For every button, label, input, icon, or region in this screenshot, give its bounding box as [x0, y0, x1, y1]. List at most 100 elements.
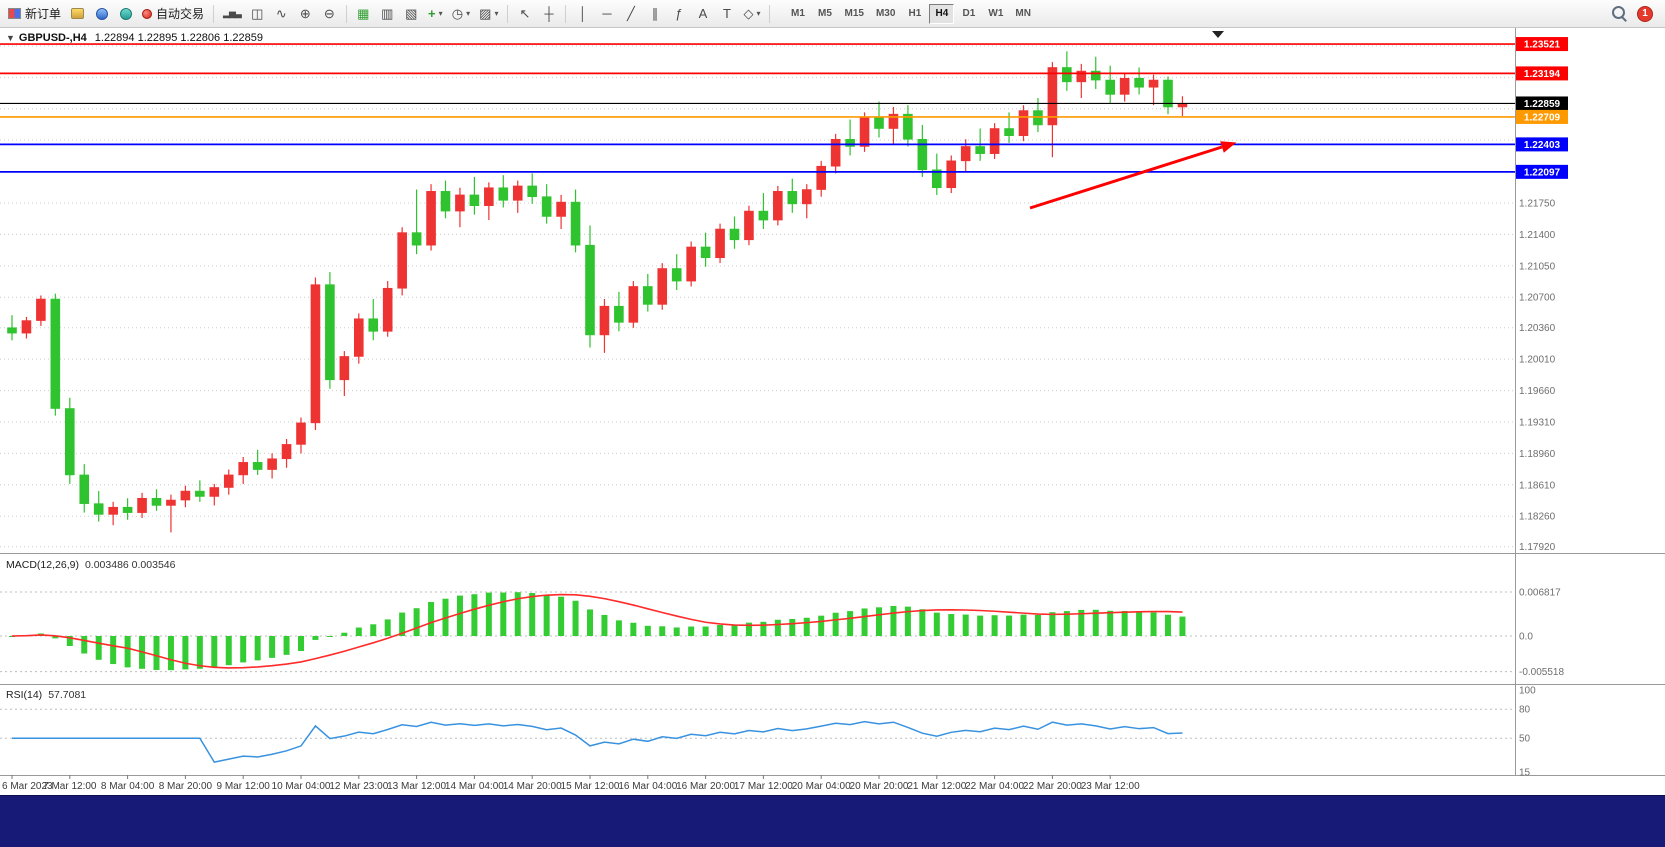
candlestick-chart-button[interactable]: ◫ — [246, 2, 269, 26]
text-label-icon: T — [722, 6, 731, 21]
line-chart-button[interactable]: ∿ — [270, 2, 293, 26]
svg-text:12 Mar 23:00: 12 Mar 23:00 — [329, 781, 388, 792]
horizontal-line-button[interactable]: ─ — [595, 2, 618, 26]
vertical-line-icon: │ — [578, 6, 588, 21]
indicators-button[interactable]: + ▾ — [424, 2, 447, 26]
text-label-button[interactable]: T — [715, 2, 738, 26]
text-tool-button[interactable]: A — [691, 2, 714, 26]
vertical-line-button[interactable]: │ — [571, 2, 594, 26]
toolbar-separator — [769, 4, 771, 23]
price-level-label — [1516, 109, 1568, 124]
svg-text:14 Mar 04:00: 14 Mar 04:00 — [445, 781, 504, 792]
zoom-out-button[interactable]: ⊖ — [318, 2, 341, 26]
price-level-label — [1516, 164, 1568, 179]
timeframe-m5[interactable]: M5 — [812, 4, 837, 24]
svg-text:1.22403: 1.22403 — [1524, 140, 1561, 151]
price-level-label — [1516, 137, 1568, 152]
svg-text:16 Mar 20:00: 16 Mar 20:00 — [676, 781, 735, 792]
line-chart-icon: ∿ — [275, 6, 287, 21]
price-chart-canvas[interactable]: 1.21750 1.21400 1.21050 1.20700 1.20360 1.200… — [0, 28, 1665, 795]
svg-text:1.18260: 1.18260 — [1519, 512, 1556, 523]
cascade-windows-icon: ▧ — [405, 6, 418, 21]
search-icon[interactable] — [1612, 6, 1627, 21]
trend-arrow-annotation[interactable] — [1029, 141, 1237, 210]
svg-text:10 Mar 04:00: 10 Mar 04:00 — [272, 781, 331, 792]
market-watch-icon — [95, 7, 108, 20]
svg-text:9 Mar 12:00: 9 Mar 12:00 — [217, 781, 271, 792]
svg-text:1.22859: 1.22859 — [1524, 99, 1561, 110]
candlestick-chart-icon: ◫ — [251, 6, 264, 21]
macd-signal-line — [11, 593, 1183, 669]
svg-text:50: 50 — [1519, 734, 1531, 745]
svg-text:1.21050: 1.21050 — [1519, 261, 1556, 272]
candles-layer — [7, 51, 1188, 533]
zoom-in-button[interactable]: ⊕ — [294, 2, 317, 26]
market-watch-button[interactable] — [90, 2, 113, 26]
notification-badge[interactable]: 1 — [1637, 5, 1653, 22]
svg-text:0.006817: 0.006817 — [1519, 588, 1561, 599]
chart-file-icon — [71, 8, 85, 19]
indicators-icon: + — [427, 6, 436, 21]
timeframe-h4[interactable]: H4 — [929, 3, 955, 24]
svg-text:14 Mar 20:00: 14 Mar 20:00 — [503, 781, 562, 792]
arrange-windows-button[interactable]: ▥ — [376, 2, 399, 26]
timeframe-d1[interactable]: D1 — [956, 4, 981, 24]
svg-text:1.18960: 1.18960 — [1519, 449, 1556, 460]
price-level-label — [1516, 37, 1568, 52]
toolbar-separator — [565, 4, 567, 23]
svg-text:22 Mar 20:00: 22 Mar 20:00 — [1023, 781, 1082, 792]
crosshair-button[interactable]: ┼ — [537, 2, 560, 26]
chart-file-button[interactable] — [66, 2, 89, 26]
svg-text:0.0: 0.0 — [1519, 632, 1533, 643]
svg-text:23 Mar 12:00: 23 Mar 12:00 — [1081, 781, 1140, 792]
tile-windows-button[interactable]: ▦ — [352, 2, 375, 26]
templates-button[interactable]: ▨ ▾ — [475, 2, 502, 26]
chevron-down-icon: ▾ — [756, 9, 761, 18]
rsi-panel: 100 80 50 15 — [0, 685, 1536, 779]
svg-text:17 Mar 12:00: 17 Mar 12:00 — [734, 781, 793, 792]
timeframe-m30[interactable]: M30 — [871, 4, 900, 24]
rsi-line — [12, 720, 1183, 763]
toolbar-separator — [507, 4, 509, 23]
svg-text:20 Mar 20:00: 20 Mar 20:00 — [850, 781, 909, 792]
svg-text:21 Mar 12:00: 21 Mar 12:00 — [907, 781, 966, 792]
shapes-icon: ◇ — [743, 6, 754, 21]
horizontal-line-icon: ─ — [602, 6, 612, 21]
svg-text:8 Mar 20:00: 8 Mar 20:00 — [159, 781, 213, 792]
text-tool-icon: A — [698, 6, 708, 21]
chevron-down-icon: ▾ — [494, 9, 499, 18]
chart-shift-marker-icon[interactable] — [1212, 31, 1224, 38]
svg-text:7 Mar 12:00: 7 Mar 12:00 — [43, 781, 97, 792]
cursor-icon: ↖ — [519, 6, 531, 21]
timeframe-m1[interactable]: M1 — [785, 4, 810, 24]
templates-icon: ▨ — [479, 6, 492, 21]
new-order-button[interactable]: 新订单 — [4, 2, 65, 26]
svg-text:13 Mar 12:00: 13 Mar 12:00 — [387, 781, 446, 792]
svg-text:1.18610: 1.18610 — [1519, 480, 1556, 491]
timeframe-h1[interactable]: H1 — [902, 4, 927, 24]
cursor-button[interactable]: ↖ — [513, 2, 536, 26]
bar-chart-button[interactable]: ▂▅▃ — [219, 2, 245, 26]
cascade-windows-button[interactable]: ▧ — [400, 2, 423, 26]
new-order-icon — [8, 8, 21, 19]
fibonacci-button[interactable]: ƒ — [667, 2, 690, 26]
svg-text:1.21400: 1.21400 — [1519, 230, 1556, 241]
equidistant-channel-button[interactable]: ∥ — [643, 2, 666, 26]
timeframe-m15[interactable]: M15 — [839, 4, 868, 24]
crosshair-icon: ┼ — [544, 6, 554, 21]
price-level-label — [1516, 66, 1568, 81]
support-button[interactable] — [114, 2, 137, 26]
shapes-button[interactable]: ◇ ▾ — [739, 2, 764, 26]
trendline-button[interactable]: ╱ — [619, 2, 642, 26]
timeframe-w1[interactable]: W1 — [983, 4, 1008, 24]
timeframe-mn[interactable]: MN — [1010, 4, 1036, 24]
svg-text:80: 80 — [1519, 705, 1531, 716]
svg-text:100: 100 — [1519, 685, 1536, 696]
autotrading-button[interactable]: 自动交易 — [138, 2, 208, 26]
svg-text:16 Mar 04:00: 16 Mar 04:00 — [618, 781, 677, 792]
svg-text:1.17920: 1.17920 — [1519, 542, 1556, 553]
chevron-down-icon: ▾ — [466, 9, 471, 18]
periods-button[interactable]: ◷ ▾ — [448, 2, 474, 26]
